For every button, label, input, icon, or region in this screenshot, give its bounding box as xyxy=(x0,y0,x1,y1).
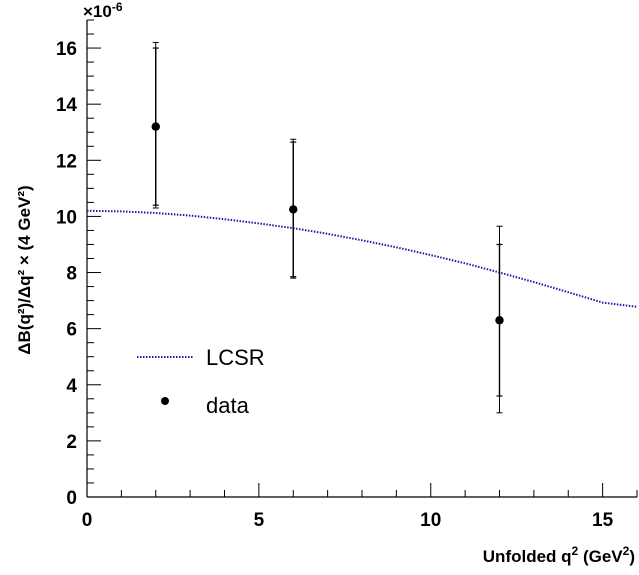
y-tick-label: 16 xyxy=(56,39,77,60)
y-tick-label: 4 xyxy=(66,376,77,397)
x-tick-label: 5 xyxy=(254,510,265,531)
series-layer xyxy=(86,41,638,414)
data-point xyxy=(289,205,298,214)
y-tick-label: 8 xyxy=(66,264,77,285)
y-tick-label: 2 xyxy=(66,432,77,453)
y-tick-label: 6 xyxy=(66,320,77,341)
y-axis-title: ΔB(q²)/Δq² × (4 GeV²) xyxy=(15,185,34,354)
plot-frame xyxy=(86,20,637,498)
y-tick-labels: 0 2 4 6 8 10 12 14 16 xyxy=(56,39,78,509)
legend-data-marker xyxy=(161,397,169,405)
ticks-group xyxy=(86,19,638,498)
data-point xyxy=(151,122,160,131)
y-tick-label: 0 xyxy=(66,488,77,509)
lcsr-curve xyxy=(86,209,638,308)
y-multiplier-exp: -6 xyxy=(112,0,123,14)
data-point xyxy=(495,316,504,325)
y-multiplier: ×10-6 xyxy=(83,0,123,21)
y-tick-label: 12 xyxy=(56,151,77,172)
legend-data-label: data xyxy=(206,393,250,418)
x-tick-label: 10 xyxy=(420,510,441,531)
x-axis-title: Unfolded q2 (GeV2) xyxy=(483,544,635,566)
legend: LCSR data xyxy=(137,345,265,418)
y-tick-label: 14 xyxy=(56,95,78,116)
x-tick-label: 15 xyxy=(592,510,614,531)
x-tick-label: 0 xyxy=(82,510,93,531)
y-tick-label: 10 xyxy=(56,207,77,228)
legend-lcsr-label: LCSR xyxy=(206,345,265,370)
x-tick-labels: 0 5 10 15 xyxy=(82,510,614,531)
